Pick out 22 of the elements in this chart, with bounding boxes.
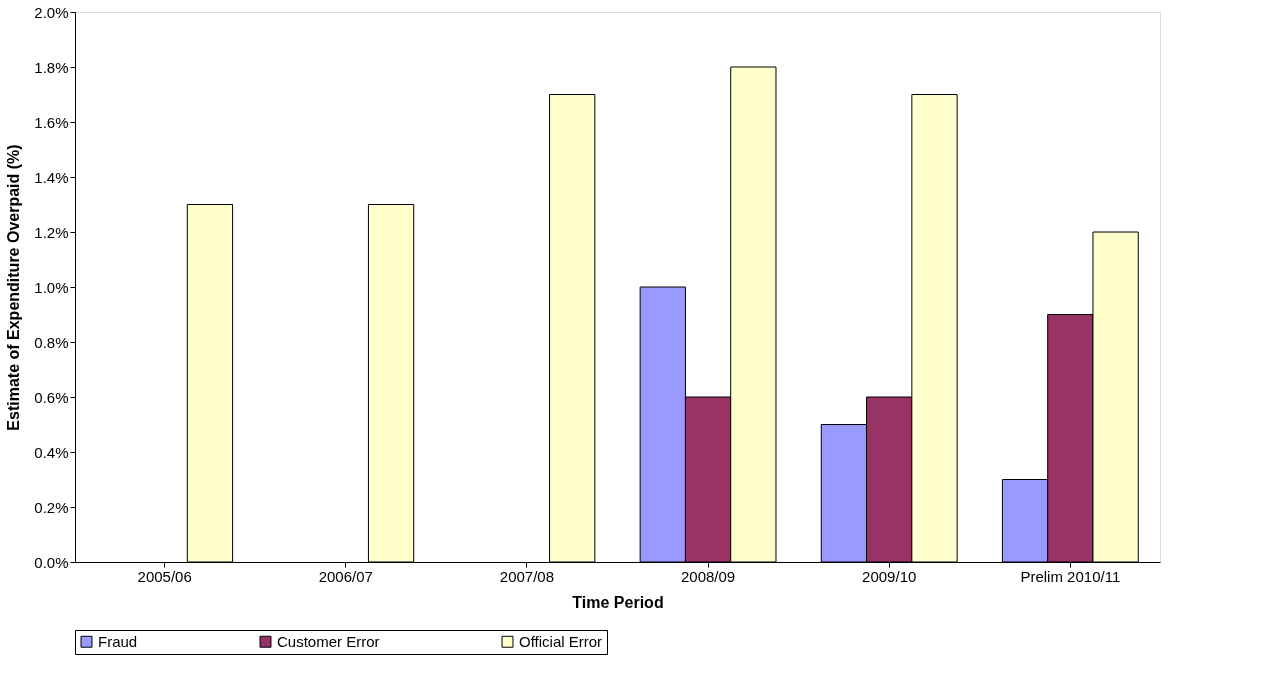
- x-axis-title: Time Period: [572, 593, 664, 611]
- y-tick-label: 1.8%: [34, 58, 69, 76]
- y-tick-label: 1.6%: [34, 113, 69, 131]
- x-tick-label: 2009/10: [862, 567, 917, 585]
- x-tick-label: 2005/06: [137, 567, 192, 585]
- y-tick-label: 1.2%: [34, 223, 69, 241]
- y-tick-label: 0.6%: [34, 388, 69, 406]
- x-tick-label: 2007/08: [499, 567, 555, 585]
- y-tick-label: 2.0%: [34, 3, 69, 21]
- legend-label: Fraud: [98, 632, 138, 650]
- y-tick-label: 1.4%: [34, 168, 69, 186]
- y-tick-label: 0.0%: [34, 553, 69, 571]
- y-tick-label: 0.4%: [34, 443, 69, 461]
- y-axis-title: Estimate of Expenditure Overpaid (%): [5, 144, 23, 431]
- legend-label: Official Error: [519, 632, 603, 650]
- legend-label: Customer Error: [277, 632, 380, 650]
- x-tick-label: Prelim 2010/11: [1020, 567, 1121, 585]
- y-tick-label: 0.8%: [34, 333, 69, 351]
- y-tick-label: 1.0%: [34, 278, 69, 296]
- x-tick-label: 2006/07: [318, 567, 373, 585]
- x-tick-label: 2008/09: [680, 567, 736, 585]
- y-tick-label: 0.2%: [34, 498, 69, 516]
